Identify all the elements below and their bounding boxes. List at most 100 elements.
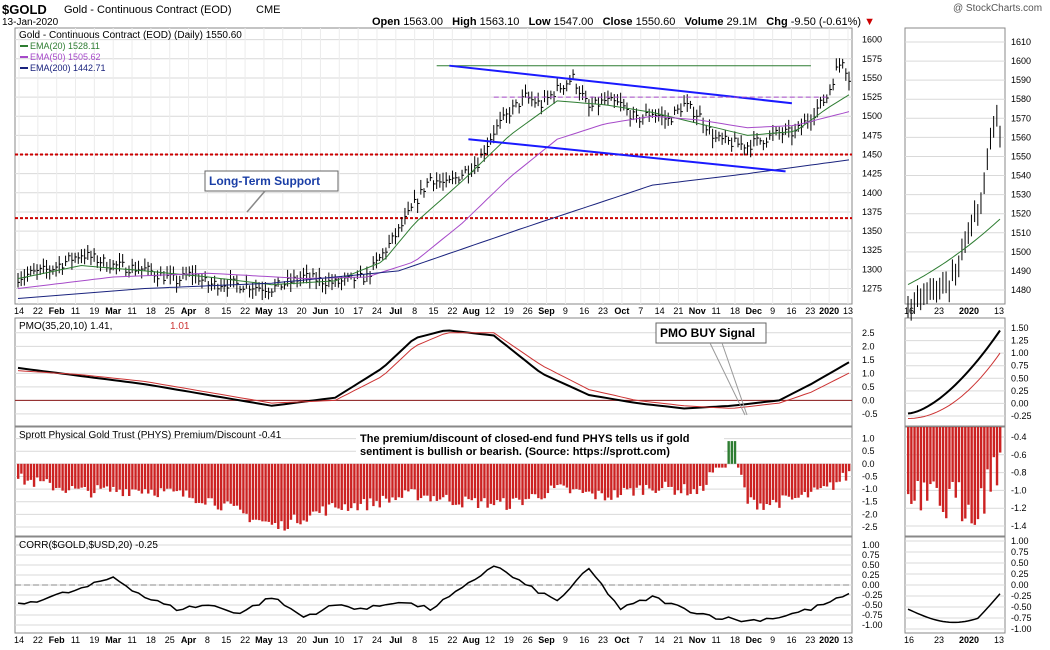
phys-bar: [670, 463, 673, 487]
phys-bar: [483, 463, 486, 499]
phys-bar: [273, 463, 277, 524]
phys-bar: [749, 463, 753, 498]
phys-bar: [251, 463, 255, 520]
x-tick-label: 23: [598, 635, 608, 645]
phys-bar: [508, 463, 512, 509]
x-tick-label: 10: [334, 306, 344, 316]
y-tick-label-right: 1520: [1011, 209, 1031, 219]
phys-bar: [660, 463, 664, 489]
phys-bar: [337, 463, 340, 509]
phys-bar: [375, 463, 378, 501]
x-tick-label: Aug: [462, 635, 480, 645]
right-phys-bar: [983, 427, 986, 514]
x-tick-label: 13: [278, 306, 288, 316]
phys-bar: [530, 463, 534, 495]
x-tick-label: 22: [240, 635, 250, 645]
y-tick-label: 1300: [862, 264, 882, 274]
phys-bar: [150, 463, 153, 490]
legend-entry: EMA(20) 1528.11: [30, 41, 100, 51]
y-tick-label-phys: -1.5: [862, 497, 878, 507]
x-tick-label: 11: [71, 635, 80, 645]
x-tick-label: Sep: [538, 306, 555, 316]
x-tick-label: 22: [447, 306, 457, 316]
x-tick-label: 8: [412, 635, 417, 645]
y-tick-label-right-pmo: 0.50: [1011, 373, 1029, 383]
phys-bar: [448, 463, 451, 502]
x-tick-label: 15: [221, 306, 231, 316]
phys-bar: [724, 463, 727, 468]
phys-bar: [321, 463, 324, 507]
x-tick-label: 13: [278, 635, 288, 645]
y-tick-label-right-phys: -0.4: [1011, 432, 1027, 442]
y-tick-label-right-phys: -0.8: [1011, 468, 1027, 478]
x-tick-label: 22: [33, 635, 43, 645]
x-tick-label: 24: [372, 635, 382, 645]
x-tick-label: Nov: [689, 635, 706, 645]
phys-bar: [502, 463, 505, 499]
y-tick-label-right-pmo: 1.00: [1011, 348, 1029, 358]
right-phys-bar: [913, 427, 916, 501]
right-phys-bar: [979, 427, 983, 489]
close-label: Close: [602, 16, 633, 28]
phys-bar: [261, 463, 264, 522]
right-phys-bar: [992, 427, 996, 458]
right-phys-bar: [926, 427, 929, 501]
y-tick-label-right-corr: 0.25: [1011, 569, 1029, 579]
phys-bar: [407, 463, 410, 492]
phys-bar: [223, 463, 226, 504]
x-tick-label: 22: [33, 306, 43, 316]
phys-bar: [55, 463, 58, 488]
phys-bar: [197, 463, 201, 503]
phys-bar: [17, 463, 20, 479]
phys-bar: [432, 463, 435, 497]
phys-bar: [200, 463, 204, 504]
open-label: Open: [372, 16, 401, 28]
phys-bar: [277, 463, 280, 529]
phys-note-line-1: The premium/discount of closed-end fund …: [360, 433, 689, 445]
phys-bar: [388, 463, 391, 503]
phys-bar: [42, 463, 45, 482]
phys-bar: [775, 463, 778, 503]
phys-bar: [381, 463, 385, 496]
phys-bar: [692, 463, 695, 490]
x-tick-label: Jun: [312, 635, 328, 645]
x-tick-label-right: 16: [904, 635, 914, 645]
x-tick-label: 14: [14, 306, 24, 316]
x-tick-label: 7: [638, 635, 643, 645]
x-tick-label: 11: [71, 306, 80, 316]
phys-bar: [499, 463, 502, 502]
phys-bar: [311, 463, 315, 512]
right-pmo-line: [907, 329, 1001, 415]
phys-bar: [651, 463, 654, 491]
phys-bar: [848, 463, 851, 472]
phys-bar: [632, 463, 635, 496]
x-tick-label: 10: [334, 635, 344, 645]
phys-bar: [648, 463, 651, 489]
chart-header: $GOLD Gold - Continuous Contract (EOD) C…: [0, 0, 1050, 28]
x-tick-label: Jul: [389, 635, 402, 645]
phys-bar: [657, 463, 661, 491]
phys-bar: [505, 463, 508, 510]
y-tick-label: 1425: [862, 169, 882, 179]
phys-bar: [413, 463, 416, 490]
y-tick-label-right-corr: -0.75: [1011, 613, 1032, 623]
low-label: Low: [528, 16, 551, 28]
x-tick-label: 18: [146, 306, 156, 316]
phys-bar: [372, 463, 375, 507]
x-tick-label: 17: [353, 635, 363, 645]
phys-bar: [80, 463, 83, 488]
y-tick-label-right: 1590: [1011, 75, 1031, 85]
phys-bar: [318, 463, 321, 513]
x-tick-label: May: [255, 306, 273, 316]
phys-bar: [26, 463, 29, 481]
phys-bar: [616, 463, 619, 498]
x-tick-label: 14: [14, 635, 24, 645]
pmo-signal-value: 1.01: [170, 321, 190, 332]
x-tick-label: Mar: [105, 306, 122, 316]
y-tick-label-right-pmo: 0.00: [1011, 398, 1029, 408]
phys-bar: [70, 463, 74, 487]
legend-entry: EMA(200) 1442.71: [30, 63, 106, 73]
phys-bar: [828, 463, 832, 483]
phys-bar: [258, 463, 261, 521]
x-tick-label: 16: [579, 306, 589, 316]
